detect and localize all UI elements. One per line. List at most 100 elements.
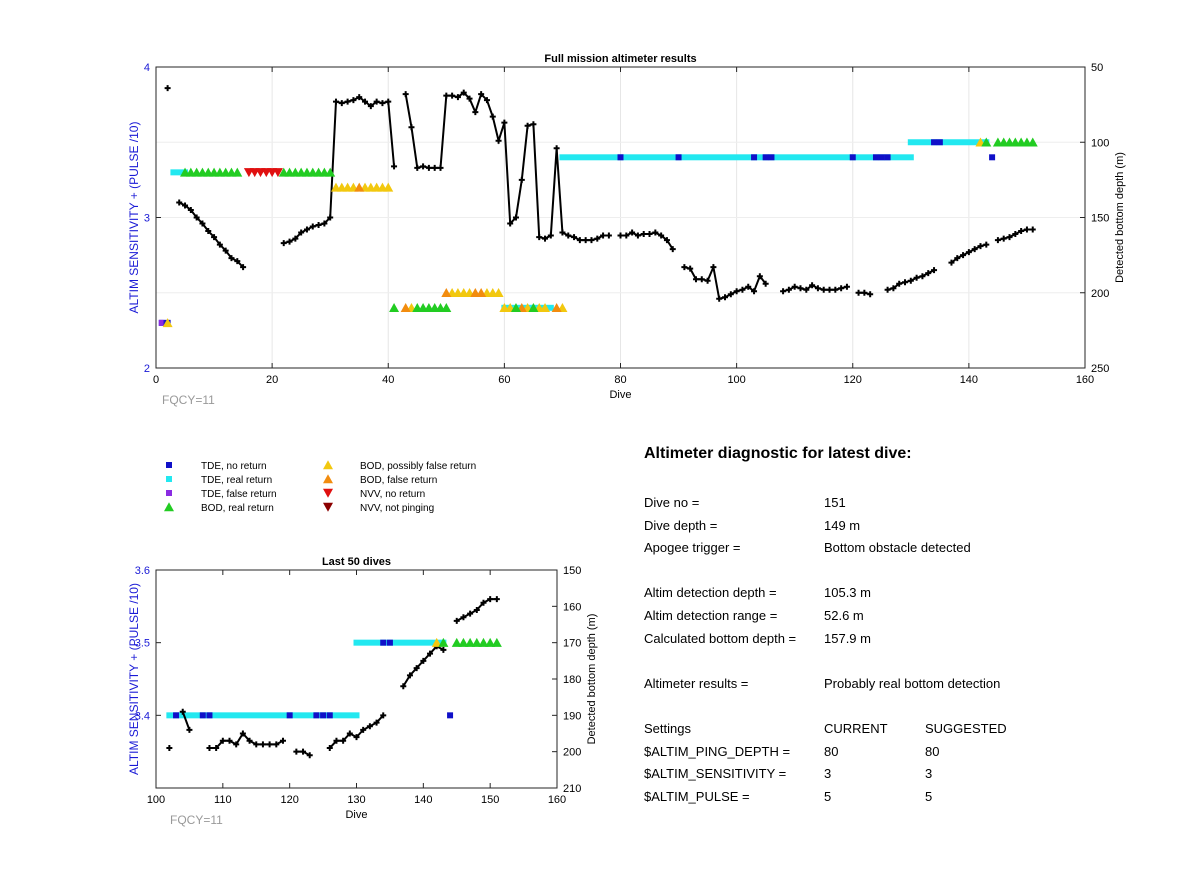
- legend-label: BOD, real return: [201, 503, 274, 514]
- chart-title: Last 50 dives: [322, 556, 391, 568]
- bottom-depth-point: [233, 741, 240, 748]
- bottom-depth-point: [321, 220, 328, 227]
- bottom-depth-point: [280, 240, 287, 247]
- tde-no-return-marker: [320, 712, 327, 719]
- bod-possibly-false-marker: [540, 303, 551, 313]
- bottom-depth-point: [843, 283, 850, 290]
- bottom-depth-point: [315, 222, 322, 229]
- y-tick-label: 3.5: [135, 638, 150, 650]
- apogee-label: Apogee trigger =: [644, 540, 741, 556]
- bottom-depth-point: [913, 274, 920, 281]
- bottom-depth-point: [440, 646, 447, 653]
- y-tick-label: 3.6: [135, 565, 150, 577]
- tde-real-return-marker: [353, 639, 447, 646]
- bottom-depth-point: [460, 614, 467, 621]
- bottom-depth-point: [253, 741, 260, 748]
- bottom-depth-point: [890, 285, 897, 292]
- bottom-depth-point: [362, 98, 369, 105]
- dive-no-label: Dive no =: [644, 495, 700, 510]
- bottom-depth-point: [350, 97, 357, 104]
- y2-tick-label: 200: [1091, 288, 1109, 300]
- bottom-depth-point: [524, 122, 531, 129]
- tde-no-return-marker: [872, 154, 879, 161]
- tde-no-return-marker: [313, 712, 320, 719]
- bottom-depth-point: [279, 737, 286, 744]
- chart-title: Full mission altimeter results: [544, 53, 696, 65]
- bottom-depth-point: [493, 596, 500, 603]
- bottom-depth-point: [600, 232, 607, 239]
- bottom-depth-point: [960, 252, 967, 259]
- ping-depth-suggested: 80: [925, 743, 940, 759]
- bottom-depth-point: [406, 672, 413, 679]
- bottom-depth-point: [588, 237, 595, 244]
- legend: TDE, no return TDE, real return TDE, false…: [164, 460, 476, 514]
- bottom-depth-point: [400, 683, 407, 690]
- bod-real-return-marker: [438, 637, 449, 647]
- legend-label: NVV, not pinging: [360, 503, 434, 514]
- bottom-depth-point: [797, 285, 804, 292]
- x-tick-label: 120: [844, 374, 862, 386]
- bottom-depth-point: [460, 89, 467, 96]
- tde-no-return-marker: [199, 712, 206, 719]
- bottom-depth-point: [216, 241, 223, 248]
- bottom-depth-point: [780, 288, 787, 295]
- x-tick-label: 0: [153, 374, 159, 386]
- bottom-depth-point: [530, 121, 537, 128]
- y2-tick-label: 170: [563, 638, 581, 650]
- bottom-depth-point: [745, 283, 752, 290]
- bottom-depth-point: [803, 286, 810, 293]
- bottom-depth-point: [861, 289, 868, 296]
- bod-possibly-false-marker: [493, 288, 504, 297]
- bottom-depth-point: [867, 291, 874, 298]
- bottom-depth-point: [298, 229, 305, 236]
- bottom-depth-point: [1023, 226, 1030, 233]
- dive-depth-label: Dive depth =: [644, 517, 718, 533]
- tde-no-return-marker: [768, 154, 775, 161]
- bottom-depth-point: [692, 276, 699, 283]
- bottom-depth-point: [594, 235, 601, 242]
- bottom-depth-point: [902, 279, 909, 286]
- y2-tick-label: 190: [563, 710, 581, 722]
- tde-no-return-marker: [447, 712, 454, 719]
- sensitivity-current: 3: [824, 766, 832, 782]
- x-axis-label: Dive: [345, 809, 367, 821]
- y2-tick-label: 200: [563, 747, 581, 759]
- bod-possibly-false-marker: [431, 637, 442, 647]
- bottom-depth-point: [489, 113, 496, 120]
- settings-header-row: Settings CURRENT SUGGESTED: [644, 721, 1164, 744]
- tde-real-return-marker: [907, 139, 990, 146]
- pulse-row: $ALTIM_PULSE = 5 5: [644, 789, 1164, 812]
- bottom-depth-point: [931, 267, 938, 274]
- bottom-depth-point: [186, 726, 193, 733]
- tde-no-return-marker: [286, 712, 293, 719]
- apogee-value: Bottom obstacle detected: [824, 540, 971, 556]
- legend-label: TDE, no return: [201, 461, 267, 472]
- bottom-depth-point: [896, 280, 903, 287]
- bottom-depth-point: [480, 599, 487, 606]
- bod-real-return-marker: [471, 637, 482, 647]
- bottom-depth-point: [466, 95, 473, 102]
- bottom-depth-point: [1029, 226, 1036, 233]
- bottom-depth-point: [193, 214, 200, 221]
- bottom-depth-point: [687, 265, 694, 272]
- bottom-depth-point: [431, 164, 438, 171]
- bottom-depth-point: [733, 288, 740, 295]
- fqcy-label: FQCY=11: [162, 393, 215, 407]
- altim-detection-depth-value: 105.3 m: [824, 585, 871, 601]
- y2-tick-label: 180: [563, 674, 581, 686]
- bottom-depth-point: [293, 748, 300, 755]
- bottom-depth-point: [756, 273, 763, 280]
- bottom-depth-point: [309, 223, 316, 230]
- y2-tick-label: 100: [1091, 137, 1109, 149]
- bottom-depth-point: [332, 98, 339, 105]
- tde-no-return-marker: [617, 154, 624, 161]
- tde-real-return-marker: [166, 712, 360, 719]
- bod-real-return-marker: [458, 637, 469, 647]
- bottom-depth-point: [286, 238, 293, 245]
- bottom-depth-point: [907, 277, 914, 284]
- x-tick-label: 60: [498, 374, 510, 386]
- bottom-depth-point: [246, 737, 253, 744]
- bod-false-marker: [441, 288, 452, 297]
- sensitivity-suggested: 3: [925, 766, 933, 782]
- settings-current-header: CURRENT: [824, 720, 888, 736]
